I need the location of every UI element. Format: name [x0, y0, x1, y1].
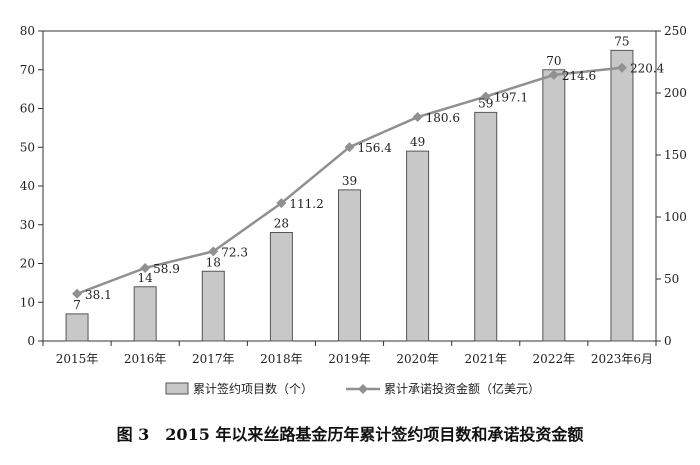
x-axis-tick-label: 2020年: [396, 352, 439, 366]
legend-line-marker: [358, 384, 368, 394]
bar-value-label: 28: [274, 217, 289, 231]
left-axis-tick-label: 0: [27, 334, 35, 348]
right-axis-tick-label: 0: [664, 334, 672, 348]
x-axis-tick-label: 2015年: [56, 352, 99, 366]
line-marker: [72, 288, 83, 299]
bar-value-label: 59: [478, 96, 493, 110]
bar: [201, 270, 225, 342]
bar-value-label: 39: [342, 174, 357, 188]
line-value-label: 38.1: [85, 288, 112, 302]
right-axis-tick-label: 50: [664, 272, 679, 286]
x-axis-tick-label: 2016年: [124, 352, 167, 366]
line-marker: [208, 246, 219, 257]
left-axis-tick-label: 20: [20, 257, 35, 271]
x-axis-tick-label: 2021年: [464, 352, 507, 366]
bar: [338, 189, 361, 342]
bar-value-label: 75: [614, 34, 629, 48]
x-axis-tick-label: 2018年: [260, 352, 303, 366]
left-axis-tick-label: 30: [20, 218, 35, 232]
x-axis-tick-label: 2017年: [192, 352, 235, 366]
axes: 0 10 20 30 40 50 60 70 80 0 50 100 150 200 250 2015年 201…: [20, 24, 687, 366]
line-marker: [276, 198, 287, 209]
legend-bar-swatch: [165, 382, 189, 395]
line-marker: [548, 69, 559, 80]
figure-caption: 图 3 2015 年以来丝路基金历年累计签约项目数和承诺投资金额: [117, 425, 584, 444]
bar: [406, 150, 430, 342]
x-axis-tick-label: 2022年: [533, 352, 576, 366]
bar: [610, 49, 634, 342]
left-axis-tick-label: 40: [20, 179, 35, 193]
left-axis-tick-label: 10: [20, 295, 35, 309]
line-marker: [344, 142, 355, 153]
bar: [65, 313, 89, 342]
left-axis-tick-label: 50: [20, 140, 35, 154]
x-axis-tick-label: 2023年6月: [591, 352, 653, 366]
bar: [474, 111, 498, 342]
bar-value-label: 49: [410, 135, 425, 149]
bar: [269, 232, 293, 342]
bar-value-label: 14: [138, 271, 154, 285]
line-marker: [480, 91, 491, 102]
line-marker: [140, 262, 151, 273]
line-value-label: 58.9: [153, 262, 180, 276]
legend-bar-label: 累计签约项目数（个）: [193, 381, 313, 396]
left-axis-tick-label: 60: [20, 102, 35, 116]
line-value-label: 220.4: [630, 62, 665, 76]
data-labels: 7 14 18 28 39 49 59 70 75 38.1 58.9 72.3 111.2 156.4 1…: [73, 34, 664, 312]
bar-value-label: 18: [206, 255, 221, 269]
line-value-label: 197.1: [494, 91, 528, 105]
left-axis-tick-label: 80: [20, 24, 35, 38]
bar-value-label: 70: [546, 54, 561, 68]
legend-line-label: 累计承诺投资金额（亿美元）: [384, 381, 540, 396]
right-axis-tick-label: 150: [664, 148, 687, 162]
line-value-label: 72.3: [221, 245, 248, 259]
right-axis-tick-label: 200: [664, 86, 687, 100]
line-value-label: 214.6: [562, 69, 596, 83]
line-value-label: 156.4: [358, 141, 393, 155]
line-value-label: 180.6: [426, 111, 460, 125]
bar: [133, 286, 157, 342]
x-axis-tick-label: 2019年: [328, 352, 371, 366]
right-axis-tick-label: 250: [664, 24, 687, 38]
bar: [542, 69, 566, 342]
line-marker: [616, 62, 627, 73]
left-axis-tick-label: 70: [20, 63, 35, 77]
bars: [65, 49, 634, 342]
legend: 累计签约项目数（个） 累计承诺投资金额（亿美元）: [165, 381, 540, 396]
line-value-label: 111.2: [289, 197, 323, 211]
bar-value-label: 7: [73, 298, 81, 312]
right-axis-tick-label: 100: [664, 210, 687, 224]
line-marker: [412, 112, 423, 123]
line-series: [72, 62, 627, 299]
